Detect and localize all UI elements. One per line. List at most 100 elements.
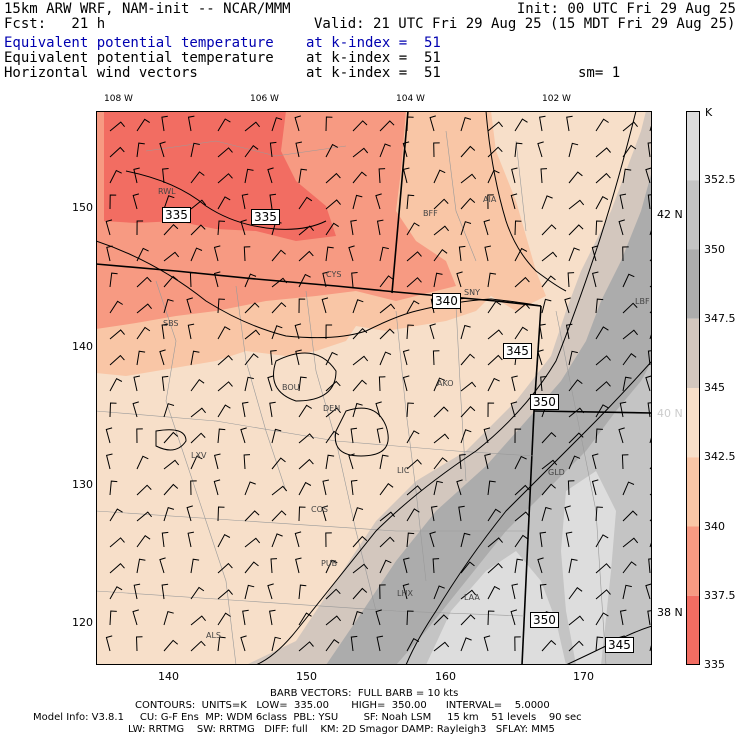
wind-barb <box>619 193 627 210</box>
wind-barb <box>460 614 476 626</box>
wind-barb <box>541 431 557 444</box>
contour-label-350-a: 350 <box>530 394 559 410</box>
wind-barb <box>595 506 603 522</box>
colorbar-label: 350 <box>704 242 725 256</box>
contour-label-350-b: 350 <box>530 612 559 628</box>
wind-barb <box>135 636 143 652</box>
field-3-level: at k-index = 51 <box>306 65 441 81</box>
wind-barb <box>514 142 523 158</box>
contour-345 <box>255 111 637 665</box>
wind-barb <box>213 271 221 288</box>
wind-barb <box>270 558 278 574</box>
wind-barb <box>187 115 195 132</box>
wind-barb <box>270 350 277 366</box>
wind-barb <box>109 169 122 184</box>
wind-barb <box>514 303 530 314</box>
wind-barb <box>568 142 579 158</box>
wind-barb <box>622 537 639 548</box>
wind-barb <box>406 324 414 340</box>
wind-barb <box>406 508 420 522</box>
wind-barb <box>271 485 288 496</box>
wind-barb <box>294 115 302 132</box>
wind-barb <box>243 454 251 470</box>
wind-barb <box>595 563 611 574</box>
wind-barb <box>541 639 557 652</box>
wind-barb <box>406 251 422 262</box>
wind-barb <box>271 249 286 262</box>
wind-barb <box>271 325 283 340</box>
wind-barb <box>511 375 518 392</box>
wind-barb <box>433 169 446 184</box>
wind-barb <box>406 116 414 132</box>
wind-barb <box>645 583 652 600</box>
wind-barb <box>136 118 150 132</box>
wind-barb <box>541 224 557 236</box>
wind-barb <box>566 115 573 132</box>
wind-barb <box>213 245 221 262</box>
wind-barb <box>190 455 203 470</box>
wind-barb <box>514 455 527 470</box>
station-gld: GLD <box>548 468 565 477</box>
wind-barb <box>487 377 500 392</box>
wind-barb <box>647 142 652 158</box>
wind-barb <box>460 589 477 600</box>
wind-barb <box>163 483 179 496</box>
wind-barb <box>460 353 475 366</box>
wind-barb <box>433 406 449 418</box>
contour-label-345: 345 <box>503 343 532 359</box>
wind-barb <box>321 297 329 314</box>
wind-barb <box>298 273 311 288</box>
wind-barb <box>510 609 518 626</box>
wind-barb <box>163 223 179 236</box>
wind-barb <box>565 531 573 548</box>
wind-barb <box>484 245 492 262</box>
wind-barb <box>352 587 368 600</box>
wind-barb <box>595 118 609 132</box>
wind-barb <box>244 144 259 158</box>
wind-barb <box>132 609 139 626</box>
wind-barb <box>645 167 652 184</box>
wind-barb <box>487 329 503 340</box>
wind-barb <box>379 275 394 288</box>
wind-barb <box>350 219 357 236</box>
wind-barb <box>136 350 146 366</box>
footer-contour-info: CONTOURS: UNITS=K LOW= 335.00 HIGH= 350.… <box>135 700 550 711</box>
wind-barb <box>379 536 395 548</box>
wind-barb <box>136 535 151 548</box>
wind-barb <box>298 225 314 236</box>
wind-barb <box>406 459 422 470</box>
wind-barb <box>217 354 233 366</box>
wind-barb <box>459 454 466 470</box>
wind-barb <box>271 277 288 288</box>
wind-barb <box>484 453 491 470</box>
wind-barb <box>244 168 254 184</box>
wind-barb <box>109 378 123 392</box>
wind-barb <box>109 354 125 366</box>
wind-barb <box>298 506 306 522</box>
theta-e-352-region-east <box>561 471 616 665</box>
wind-barb <box>187 531 195 548</box>
wind-barb <box>376 219 384 236</box>
wind-barb <box>244 584 255 600</box>
wind-barb <box>595 636 604 652</box>
wind-barb <box>565 323 573 340</box>
wind-barb <box>618 427 625 444</box>
wind-barb <box>456 271 463 288</box>
wind-barb <box>136 558 146 574</box>
wind-barb <box>106 245 113 262</box>
wind-barb <box>325 407 341 418</box>
lat-label-38n: 38 N <box>657 606 683 619</box>
wind-barb <box>487 121 503 132</box>
wind-barb <box>433 142 440 158</box>
wind-barb <box>109 610 117 626</box>
wind-barb <box>595 355 611 366</box>
wind-barb <box>378 376 386 392</box>
wind-barb <box>325 588 341 600</box>
wind-barb <box>622 144 637 158</box>
wind-barb <box>190 171 205 184</box>
wind-barb <box>541 195 553 210</box>
wind-barb <box>325 639 340 652</box>
contour-340-west <box>96 240 417 339</box>
wind-barb <box>487 585 501 600</box>
station-bou: BOU <box>282 383 300 392</box>
